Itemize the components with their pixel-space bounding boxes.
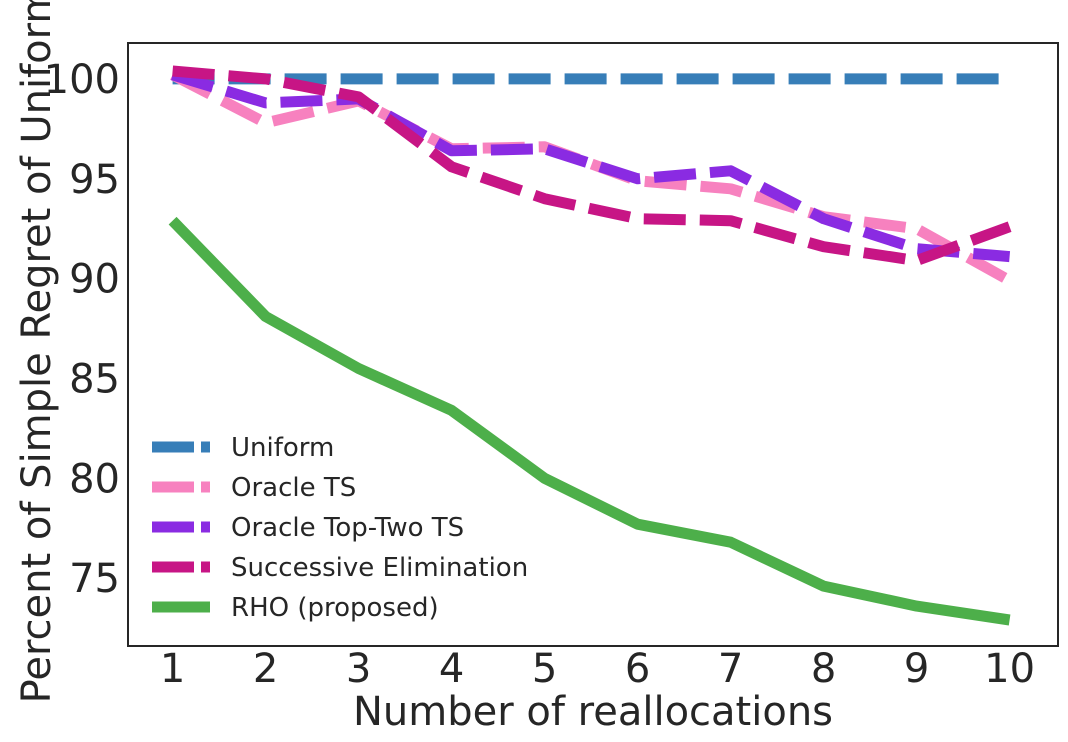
x-tick-label: 6: [625, 646, 650, 692]
legend-label: Successive Elimination: [231, 553, 528, 583]
y-tick-label: 80: [69, 456, 120, 502]
x-tick-label: 5: [532, 646, 557, 692]
legend-label: Uniform: [231, 433, 334, 463]
y-tick-labels: 75 80 85 90 95 100: [44, 57, 120, 602]
series-line-rho-proposed: [168, 216, 1011, 626]
series-line-oracle-ts: [170, 70, 1013, 286]
legend-label: Oracle TS: [231, 473, 356, 503]
plot-frame: [127, 42, 1059, 647]
legend-label: Oracle Top-Two TS: [231, 513, 464, 543]
x-tick-label: 9: [904, 646, 929, 692]
legend: Uniform Oracle TS Oracle Top-Two TS Success…: [152, 433, 528, 623]
x-tick-label: 7: [718, 646, 743, 692]
x-tick-label: 1: [160, 646, 185, 692]
y-tick-label: 75: [69, 556, 120, 602]
x-tick-label: 8: [811, 646, 836, 692]
x-tick-labels: 1 2 3 4 5 6 7 8 9 10: [160, 646, 1035, 692]
x-tick-label: 4: [439, 646, 464, 692]
x-tick-label: 10: [984, 646, 1035, 692]
y-tick-label: 85: [69, 356, 120, 402]
series-line-successive-elimination: [172, 65, 1012, 267]
x-tick-label: 3: [346, 646, 371, 692]
y-tick-label: 90: [69, 257, 120, 303]
legend-label: RHO (proposed): [231, 593, 439, 623]
series-line-oracle-top-two-ts: [171, 69, 1011, 263]
x-axis-title: Number of reallocations: [353, 689, 833, 735]
series-layer: [168, 65, 1013, 626]
y-tick-label: 95: [69, 157, 120, 203]
x-tick-label: 2: [253, 646, 278, 692]
y-axis-title: Percent of Simple Regret of Uniform: [14, 0, 60, 703]
y-tick-label: 100: [44, 57, 120, 103]
